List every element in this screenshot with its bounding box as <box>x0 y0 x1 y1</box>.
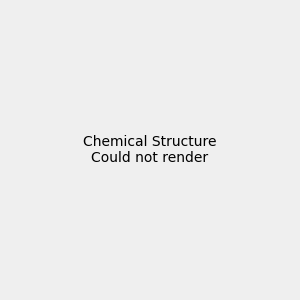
Text: Chemical Structure
Could not render: Chemical Structure Could not render <box>83 135 217 165</box>
